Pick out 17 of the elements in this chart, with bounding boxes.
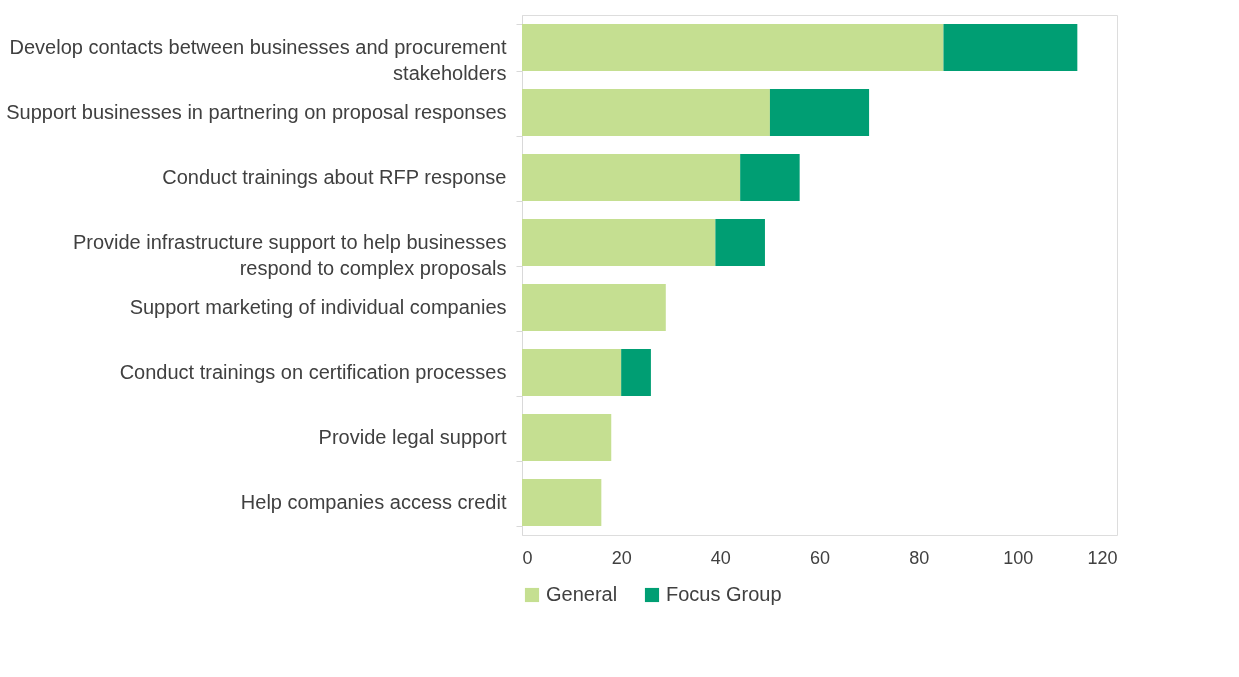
y-tick-label: Provide infrastructure support to help businesses respond to complex proposals xyxy=(72,231,507,279)
x-tick-label: 80 xyxy=(909,547,930,568)
legend-label: General xyxy=(546,583,618,605)
x-tick-label: 0 xyxy=(522,547,533,568)
y-tick-label: Support marketing of individual companies xyxy=(129,296,507,318)
legend-label: Focus Group xyxy=(666,583,782,605)
y-tick-label: Conduct trainings about RFP response xyxy=(162,166,507,188)
x-tick-label: 60 xyxy=(809,547,831,568)
y-tick-label: Provide legal support xyxy=(318,426,507,448)
x-tick-label: 40 xyxy=(710,547,731,568)
y-tick-label: Help companies access credit xyxy=(240,491,507,513)
y-tick-label: Develop contacts between businesses and procurement stakeholders xyxy=(9,36,507,84)
x-tick-label: 120 xyxy=(1087,547,1118,568)
x-tick-label: 100 xyxy=(1003,547,1034,568)
x-tick-label: 20 xyxy=(611,547,632,568)
y-tick-label: Support businesses in partnering on proposal responses xyxy=(6,101,507,123)
y-tick-label: Conduct trainings on certification processes xyxy=(119,361,507,383)
